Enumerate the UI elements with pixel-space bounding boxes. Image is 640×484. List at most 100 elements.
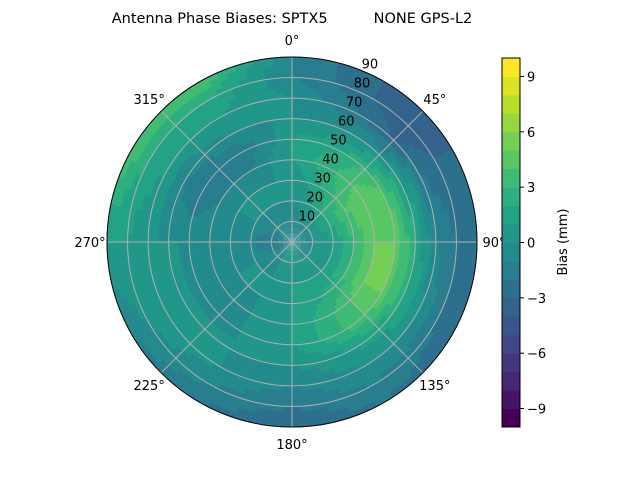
- colorbar-tick-label: 6: [527, 126, 535, 141]
- contour-cell: [291, 411, 301, 417]
- contour-cell: [291, 87, 300, 93]
- contour-cell: [286, 128, 293, 134]
- contour-cell: [292, 113, 300, 119]
- contour-cell: [292, 334, 298, 340]
- contour-cell: [283, 391, 292, 397]
- r-tick-label: 10: [299, 210, 316, 225]
- colorbar-tick-label: −3: [527, 292, 546, 307]
- contour-cell: [415, 242, 421, 250]
- contour-cell: [163, 242, 169, 250]
- contour-cell: [285, 365, 293, 371]
- contour-cell: [285, 108, 293, 114]
- theta-tick-label: 135°: [419, 379, 450, 394]
- contour-cell: [446, 241, 452, 250]
- contour-cell: [153, 242, 159, 250]
- contour-cell: [400, 236, 406, 243]
- r-tick-label: 30: [314, 172, 331, 187]
- contour-cell: [283, 82, 292, 88]
- theta-tick-label: 225°: [134, 379, 165, 394]
- colorbar-tick-label: −9: [527, 403, 546, 418]
- colorbar-level: [502, 206, 520, 225]
- contour-cell: [456, 233, 462, 243]
- colorbar-level: [502, 243, 520, 262]
- contour-cell: [284, 386, 293, 392]
- contour-cell: [112, 232, 118, 243]
- contour-cell: [184, 242, 190, 248]
- r-tick-label: 50: [330, 134, 347, 149]
- contour-cell: [282, 67, 292, 73]
- contour-cell: [112, 241, 118, 252]
- contour-cell: [441, 241, 447, 250]
- contour-cell: [292, 108, 300, 114]
- contour-cell: [283, 406, 293, 412]
- contour-cell: [287, 144, 293, 150]
- contour-cell: [291, 62, 302, 68]
- contour-cell: [425, 242, 431, 250]
- contour-cell: [291, 396, 300, 402]
- colorbar-level: [502, 169, 520, 188]
- r-tick-label: 90: [362, 58, 379, 73]
- contour-cell: [420, 242, 426, 250]
- contour-cell: [283, 72, 293, 78]
- contour-cell: [291, 406, 301, 412]
- contour-cell: [384, 231, 390, 237]
- colorbar-level: [502, 390, 520, 409]
- contour-cell: [292, 370, 300, 376]
- contour-cell: [291, 92, 300, 98]
- colorbar-level: [502, 224, 520, 243]
- contour-cell: [282, 416, 293, 422]
- contour-cell: [292, 345, 298, 351]
- theta-tick-label: 315°: [134, 93, 165, 108]
- contour-cell: [441, 233, 447, 242]
- contour-cell: [284, 103, 292, 109]
- colorbar-tick-label: 9: [527, 70, 535, 85]
- colorbar-level: [502, 372, 520, 391]
- contour-cell: [384, 237, 390, 243]
- contour-cell: [283, 396, 292, 402]
- theta-tick-label: 270°: [74, 236, 105, 251]
- colorbar-level: [502, 95, 520, 114]
- contour-cell: [132, 241, 138, 250]
- contour-cell: [158, 242, 164, 250]
- contour-cell: [436, 234, 442, 243]
- contour-cell: [283, 87, 292, 93]
- contour-cell: [284, 375, 292, 381]
- contour-cell: [292, 103, 300, 109]
- contour-cell: [291, 391, 300, 397]
- contour-cell: [199, 242, 205, 248]
- contour-cell: [285, 123, 292, 129]
- contour-cell: [287, 149, 293, 155]
- contour-cell: [132, 233, 138, 242]
- contour-cell: [137, 233, 143, 242]
- contour-cell: [379, 237, 385, 243]
- contour-cell: [292, 350, 299, 356]
- contour-cell: [292, 329, 298, 335]
- colorbar-level: [502, 409, 520, 428]
- contour-cell: [291, 82, 300, 88]
- contour-cell: [291, 386, 300, 392]
- chart-title: Antenna Phase Biases: SPTX5 NONE GPS-L2: [112, 11, 473, 27]
- theta-tick-label: 45°: [423, 93, 446, 108]
- colorbar-level: [502, 58, 520, 77]
- contour-cell: [194, 242, 200, 248]
- contour-cell: [291, 416, 302, 422]
- contour-cell: [281, 144, 287, 150]
- colorbar-level: [502, 113, 520, 132]
- contour-cell: [194, 247, 200, 253]
- contour-cell: [292, 355, 299, 361]
- contour-cell: [291, 72, 301, 78]
- contour-cell: [117, 241, 123, 251]
- polar-grid: [107, 57, 477, 427]
- contour-cell: [282, 62, 293, 68]
- contour-cell: [173, 242, 179, 249]
- contour-cell: [466, 232, 472, 243]
- r-tick-label: 40: [322, 153, 339, 168]
- contour-cell: [163, 235, 169, 243]
- colorbar-level: [502, 150, 520, 169]
- contour-cell: [137, 241, 143, 250]
- colorbar-level: [502, 76, 520, 95]
- contour-cell: [122, 233, 128, 243]
- theta-tick-label: 0°: [285, 34, 300, 49]
- contour-cell: [291, 67, 301, 73]
